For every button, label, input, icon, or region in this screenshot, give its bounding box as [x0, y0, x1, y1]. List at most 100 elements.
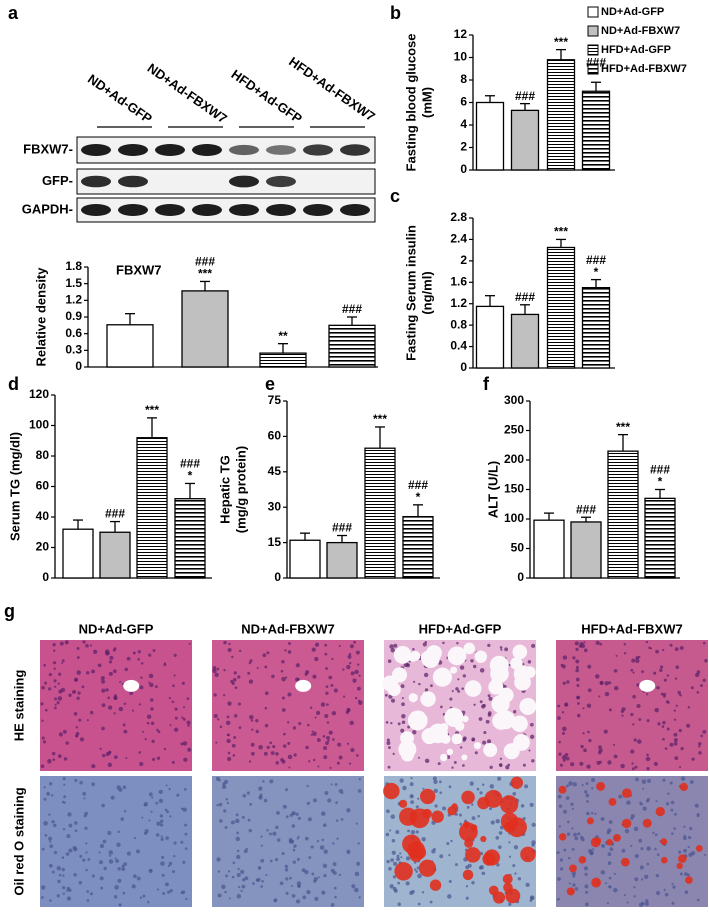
- nucleus: [108, 859, 114, 864]
- nucleus: [142, 894, 146, 898]
- nucleus: [56, 701, 60, 705]
- nucleus: [618, 794, 623, 799]
- nucleus: [305, 745, 309, 750]
- nucleus: [60, 687, 66, 693]
- nucleus: [305, 670, 310, 675]
- nucleus: [301, 868, 306, 873]
- nucleus: [84, 811, 89, 816]
- nucleus: [312, 798, 317, 803]
- nucleus: [215, 776, 221, 782]
- nucleus: [456, 641, 459, 645]
- nucleus: [159, 814, 164, 818]
- nucleus: [630, 668, 634, 672]
- nucleus: [330, 683, 334, 687]
- nucleus: [483, 730, 487, 735]
- nucleus: [566, 820, 570, 824]
- nucleus: [185, 897, 188, 901]
- nucleus: [638, 902, 644, 907]
- droplet: [514, 673, 531, 691]
- nucleus: [49, 844, 54, 849]
- nucleus: [238, 649, 242, 653]
- nucleus: [389, 829, 392, 832]
- nucleus: [41, 847, 45, 851]
- nucleus: [156, 888, 160, 891]
- droplet: [660, 856, 668, 864]
- error-bar: [544, 512, 554, 521]
- nucleus: [392, 875, 397, 879]
- droplet: [451, 733, 463, 745]
- droplet: [505, 888, 521, 904]
- nucleus: [249, 659, 253, 663]
- droplet: [613, 833, 621, 842]
- nucleus: [48, 687, 52, 691]
- droplet: [464, 838, 474, 848]
- nucleus: [514, 872, 517, 875]
- nucleus: [508, 902, 512, 906]
- nucleus: [414, 868, 417, 871]
- nucleus: [607, 760, 612, 765]
- nucleus: [405, 856, 411, 861]
- y-axis-label: Relative density: [33, 267, 48, 367]
- nucleus: [674, 812, 677, 816]
- nucleus: [662, 648, 665, 652]
- nucleus: [216, 667, 220, 671]
- nucleus: [236, 872, 241, 878]
- significance: *: [188, 469, 193, 483]
- nucleus: [325, 685, 329, 688]
- nucleus: [41, 736, 45, 740]
- nucleus: [531, 843, 535, 847]
- droplet: [473, 742, 481, 750]
- nucleus: [284, 868, 289, 872]
- nucleus: [54, 685, 57, 688]
- significance: ***: [373, 412, 387, 426]
- nucleus: [57, 754, 62, 759]
- nucleus: [637, 655, 641, 659]
- nucleus: [465, 896, 469, 900]
- nucleus: [113, 895, 118, 899]
- nucleus: [108, 671, 113, 676]
- nucleus: [633, 886, 636, 889]
- nucleus: [612, 743, 616, 746]
- nucleus: [653, 671, 657, 675]
- y-tick-label: 0: [75, 359, 82, 373]
- nucleus: [353, 640, 357, 644]
- nucleus: [323, 746, 328, 751]
- y-tick-label: 20: [36, 540, 50, 554]
- nucleus: [699, 684, 703, 687]
- nucleus: [139, 685, 144, 690]
- nucleus: [118, 706, 124, 712]
- nucleus: [266, 651, 270, 655]
- droplet: [382, 675, 399, 692]
- nucleus: [576, 713, 581, 718]
- droplet: [446, 748, 454, 756]
- droplet: [432, 667, 453, 687]
- nucleus: [358, 699, 361, 702]
- nucleus: [110, 795, 115, 800]
- nucleus: [331, 657, 334, 661]
- nucleus: [324, 791, 329, 796]
- nucleus: [217, 893, 222, 898]
- nucleus: [417, 873, 422, 879]
- y-tick-label: 0: [42, 570, 49, 584]
- nucleus: [670, 808, 674, 812]
- nucleus: [626, 901, 629, 904]
- nucleus: [227, 701, 232, 706]
- nucleus: [313, 876, 318, 882]
- nucleus: [466, 805, 470, 809]
- nucleus: [113, 696, 118, 700]
- nucleus: [348, 652, 352, 656]
- nucleus: [59, 641, 64, 646]
- blot-band: [266, 145, 296, 155]
- nucleus: [235, 836, 240, 842]
- nucleus: [393, 643, 398, 648]
- nucleus: [91, 669, 96, 674]
- blot-row-label: FBXW7-: [23, 141, 73, 156]
- nucleus: [248, 828, 253, 833]
- nucleus: [473, 703, 476, 706]
- nucleus: [287, 650, 292, 654]
- droplet: [621, 818, 632, 829]
- nucleus: [62, 886, 66, 890]
- nucleus: [424, 688, 429, 692]
- droplet: [500, 812, 519, 831]
- nucleus: [131, 884, 136, 889]
